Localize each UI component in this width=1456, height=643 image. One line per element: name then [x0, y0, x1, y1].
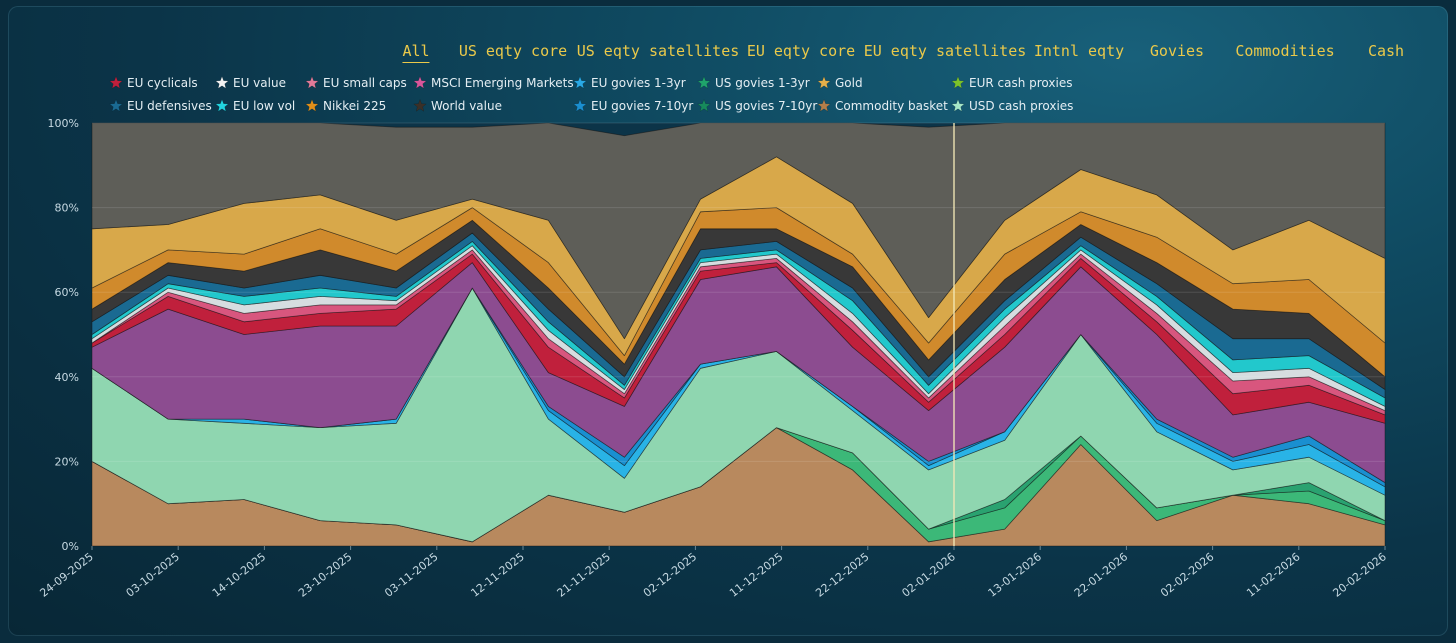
star-icon — [305, 98, 319, 112]
star-icon — [697, 98, 711, 112]
legend-label: EUR cash proxies — [969, 76, 1072, 90]
tab-eu-eqty-satellites[interactable]: EU eqty satellites — [863, 42, 1027, 60]
legend-item-eu-govies-7-10yr[interactable]: EU govies 7-10yr — [573, 98, 694, 113]
category-tabs: All US eqty core US eqty satellites EU eqty… — [8, 40, 1448, 68]
x-tick-label: 22-01-2026 — [1072, 550, 1130, 600]
tab-us-eqty-satellites[interactable]: US eqty satellites — [576, 42, 740, 60]
x-tick-label: 02-12-2025 — [641, 550, 699, 600]
legend-item-eur-cash-proxies[interactable]: EUR cash proxies — [951, 75, 1073, 90]
x-tick-label: 03-10-2025 — [124, 550, 182, 600]
tab-govies[interactable]: Govies — [1149, 42, 1205, 60]
legend-label: EU value — [233, 76, 286, 90]
legend-label: EU govies 7-10yr — [591, 99, 693, 113]
y-tick-label: 20% — [55, 455, 79, 468]
stacked-area-chart: 0% 20% 40% 60% 80% 100% 24-09-2025 03-10-2025 14… — [37, 75, 1389, 600]
legend-item-commodity-basket[interactable]: Commodity basket — [817, 98, 948, 113]
star-icon — [951, 75, 965, 89]
legend-item-nikkei-225[interactable]: Nikkei 225 — [305, 98, 386, 113]
star-icon — [951, 98, 965, 112]
area-cash — [91, 122, 1386, 340]
legend-item-eu-low-vol[interactable]: EU low vol — [215, 98, 295, 113]
x-tick-label: 02-02-2026 — [1158, 550, 1216, 600]
tab-commodities[interactable]: Commodities — [1235, 42, 1335, 60]
legend-label: World value — [431, 99, 502, 113]
legend-label: MSCI Emerging Markets — [431, 76, 574, 90]
x-tick-label: 12-11-2025 — [468, 550, 526, 600]
x-tick-label: 13-01-2026 — [986, 550, 1044, 600]
star-icon — [413, 75, 427, 89]
star-icon — [817, 75, 831, 89]
legend-item-eu-defensives[interactable]: EU defensives — [109, 98, 212, 113]
tab-intnl-eqty[interactable]: Intnl eqty — [1033, 42, 1125, 60]
legend-label: EU defensives — [127, 99, 212, 113]
legend-label: Nikkei 225 — [323, 99, 386, 113]
legend-label: Gold — [835, 76, 863, 90]
star-icon — [573, 98, 587, 112]
y-tick-label: 0% — [62, 540, 79, 553]
star-icon — [215, 98, 229, 112]
legend-label: EU small caps — [323, 76, 407, 90]
legend-label: USD cash proxies — [969, 99, 1073, 113]
legend-label: US govies 1-3yr — [715, 76, 810, 90]
star-icon — [109, 75, 123, 89]
tab-cash[interactable]: Cash — [1367, 42, 1405, 60]
x-tick-label: 23-10-2025 — [296, 550, 354, 600]
legend-label: EU govies 1-3yr — [591, 76, 686, 90]
legend-item-us-govies-7-10yr[interactable]: US govies 7-10yr — [697, 98, 818, 113]
x-tick-label: 11-02-2026 — [1244, 550, 1302, 600]
legend-item-eu-small-caps[interactable]: EU small caps — [305, 75, 407, 90]
legend-label: Commodity basket — [835, 99, 948, 113]
tab-us-eqty-core[interactable]: US eqty core — [458, 42, 568, 60]
legend-label: EU cyclicals — [127, 76, 198, 90]
legend-label: US govies 7-10yr — [715, 99, 817, 113]
legend-item-eu-cyclicals[interactable]: EU cyclicals — [109, 75, 198, 90]
legend-item-gold[interactable]: Gold — [817, 75, 863, 90]
y-tick-label: 100% — [48, 117, 79, 130]
y-tick-label: 60% — [55, 286, 79, 299]
tab-eu-eqty-core[interactable]: EU eqty core — [746, 42, 856, 60]
x-tick-label: 11-12-2025 — [727, 550, 785, 600]
x-tick-label: 14-10-2025 — [210, 550, 268, 600]
x-tick-label: 20-02-2026 — [1330, 550, 1388, 600]
star-icon — [305, 75, 319, 89]
x-tick-label: 03-11-2025 — [382, 550, 440, 600]
legend-item-eu-value[interactable]: EU value — [215, 75, 286, 90]
star-icon — [573, 75, 587, 89]
legend-item-world-value[interactable]: World value — [413, 98, 502, 113]
legend-item-usd-cash-proxies[interactable]: USD cash proxies — [951, 98, 1074, 113]
x-tick-label: 02-01-2026 — [899, 550, 957, 600]
star-icon — [413, 98, 427, 112]
star-icon — [215, 75, 229, 89]
tab-all[interactable]: All — [402, 40, 430, 63]
legend-label: EU low vol — [233, 99, 295, 113]
x-tick-label: 22-12-2025 — [813, 550, 871, 600]
chart-panel: All US eqty core US eqty satellites EU eqty… — [8, 6, 1448, 636]
star-icon — [817, 98, 831, 112]
x-tick-label: 21-11-2025 — [555, 550, 613, 600]
y-tick-label: 80% — [55, 202, 79, 215]
star-icon — [697, 75, 711, 89]
legend-item-msci-emerging-markets[interactable]: MSCI Emerging Markets — [413, 75, 574, 90]
star-icon — [109, 98, 123, 112]
y-tick-label: 40% — [55, 371, 79, 384]
legend-item-us-govies-1-3yr[interactable]: US govies 1-3yr — [697, 75, 810, 90]
x-tick-label: 24-09-2025 — [37, 550, 95, 600]
legend-item-eu-govies-1-3yr[interactable]: EU govies 1-3yr — [573, 75, 686, 90]
